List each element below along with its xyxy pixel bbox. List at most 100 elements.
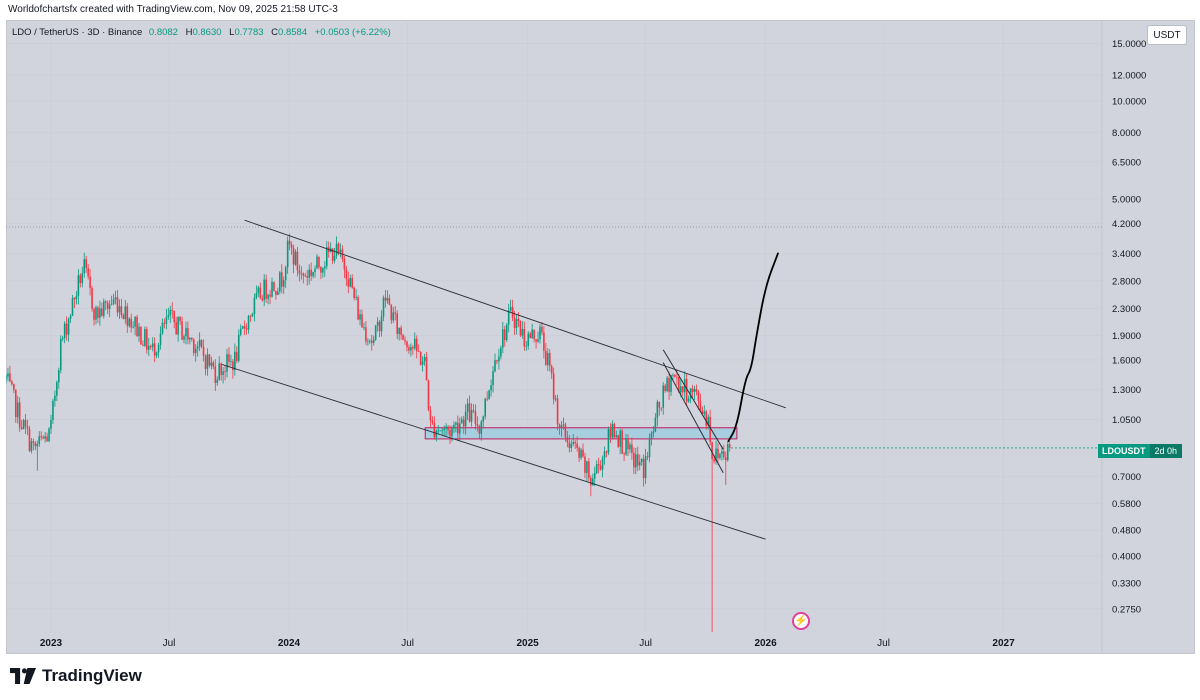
candle-body-329 (648, 438, 651, 458)
candle-body-4 (13, 384, 15, 390)
candle-body-104 (208, 354, 211, 366)
candle-body-205 (406, 341, 408, 348)
candle-body-343 (676, 376, 678, 378)
candle-body-243 (480, 421, 483, 434)
candle-body-300 (591, 478, 594, 486)
candle-body-124 (247, 316, 250, 330)
candle-body-261 (515, 318, 518, 329)
y-tick-label-5: 5.0000 (1112, 194, 1141, 205)
candle-body-185 (367, 341, 369, 343)
candle-body-95 (191, 337, 193, 340)
candle-body-118 (236, 351, 238, 361)
candle-body-67 (136, 316, 138, 337)
candle-body-230 (455, 422, 457, 425)
candle-body-16 (36, 444, 39, 447)
candle-body-197 (390, 304, 393, 321)
candle-body-26 (56, 382, 58, 396)
x-tick-label-7: Jul (877, 638, 890, 649)
candle-body-5 (14, 389, 17, 418)
currency-button[interactable]: USDT (1147, 25, 1187, 45)
candle-body-97 (194, 348, 197, 354)
candle-body-193 (382, 297, 385, 317)
candle-body-65 (132, 326, 134, 328)
candle-body-201 (398, 327, 400, 334)
candle-body-268 (529, 333, 532, 339)
candle-body-355 (699, 400, 702, 411)
candle-body-93 (187, 328, 189, 340)
channel-lower-line (221, 363, 766, 540)
x-tick-label-3: Jul (401, 638, 414, 649)
candle-body-38 (79, 275, 82, 284)
chart-pane[interactable] (6, 20, 1195, 654)
candle-body-142 (282, 280, 285, 287)
candle-body-27 (58, 370, 60, 383)
candle-body-105 (210, 362, 213, 366)
candle-body-264 (521, 328, 524, 336)
candle-body-280 (552, 373, 555, 400)
candle-body-137 (273, 282, 275, 291)
candle-body-47 (97, 307, 99, 318)
candle-body-149 (296, 251, 299, 271)
candle-body-187 (370, 340, 373, 343)
ohlc-c-label: C (271, 27, 279, 38)
x-tick-label-2: 2024 (278, 638, 301, 649)
ohlc-h-label: H (185, 27, 193, 38)
ohlc-l-value: 0.7783 (234, 27, 264, 38)
candle-body-242 (478, 426, 481, 434)
candle-body-241 (476, 424, 479, 427)
flash-icon[interactable]: ⚡ (792, 612, 810, 630)
candle-body-195 (386, 298, 389, 301)
candle-body-341 (672, 375, 674, 376)
ohlc-change-value: +0.0503 (+6.22%) (314, 27, 391, 38)
candle-body-327 (644, 456, 647, 479)
candle-body-133 (265, 279, 267, 299)
candle-body-3 (11, 381, 13, 385)
candle-body-122 (243, 326, 246, 329)
candle-body-174 (345, 269, 348, 280)
candle-body-359 (707, 416, 709, 426)
tradingview-logo-icon (10, 668, 36, 684)
price-chart[interactable]: 15.0000 12.0000 10.0000 8.0000 6.5000 5.0000 4… (6, 20, 1195, 654)
candle-body-238 (470, 410, 473, 422)
candle-body-112 (224, 371, 226, 373)
candle-body-326 (642, 458, 645, 479)
candle-body-358 (705, 411, 708, 426)
candle-body-150 (298, 270, 301, 274)
candle-body-363 (715, 448, 717, 462)
candle-body-284 (560, 425, 563, 429)
candle-body-231 (457, 422, 459, 434)
candle-body-209 (413, 338, 416, 349)
candle-body-108 (216, 379, 219, 383)
candle-body-337 (664, 385, 666, 392)
candle-body-101 (202, 347, 205, 356)
candle-body-157 (312, 271, 314, 277)
candle-body-344 (678, 376, 680, 393)
candle-body-147 (292, 247, 295, 265)
candle-body-333 (656, 401, 659, 418)
candle-body-81 (163, 322, 166, 324)
attribution-text: Worldofchartsfx created with TradingView… (8, 4, 338, 15)
candle-body-213 (421, 361, 424, 365)
candle-body-96 (192, 339, 195, 354)
candle-body-255 (503, 329, 506, 341)
y-tick-label-0: 15.0000 (1112, 39, 1146, 50)
candle-body-290 (572, 442, 575, 444)
candle-body-138 (275, 290, 277, 295)
candle-body-227 (449, 430, 451, 437)
support-zone-layer (424, 427, 738, 440)
candle-body-292 (576, 443, 578, 448)
candle-body-14 (32, 441, 35, 443)
candle-body-20 (44, 436, 46, 439)
candle-body-121 (241, 326, 244, 329)
candle-body-140 (279, 272, 281, 292)
candle-body-368 (725, 457, 727, 461)
y-tick-label-14: 0.7000 (1112, 472, 1141, 483)
brand-footer[interactable]: TradingView (10, 666, 142, 686)
candle-body-194 (384, 297, 387, 301)
candle-body-9 (22, 420, 25, 430)
candle-body-170 (337, 243, 340, 253)
candle-body-233 (460, 419, 463, 424)
candle-body-273 (539, 326, 541, 340)
candle-body-217 (429, 409, 432, 421)
candle-body-111 (222, 371, 224, 375)
